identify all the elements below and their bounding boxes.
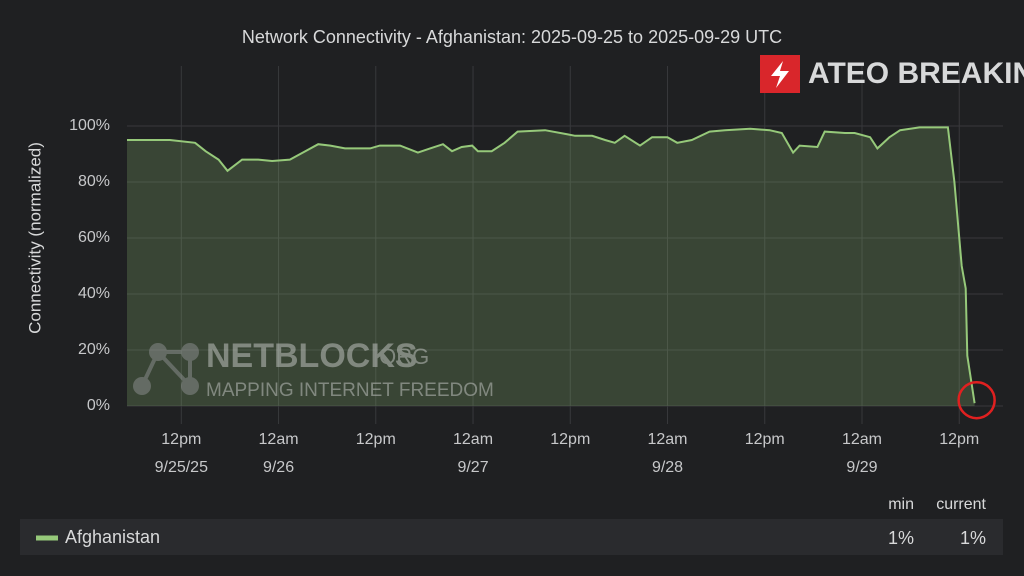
x-tick-label: 12pm <box>161 431 201 448</box>
badge-text: ATEO BREAKING <box>808 57 1024 90</box>
y-tick-label: 0% <box>87 397 110 414</box>
x-tick-label: 12am <box>647 431 687 448</box>
legend-header: min <box>888 496 914 513</box>
x-tick-label: 12am <box>453 431 493 448</box>
x-tick-label: 12pm <box>745 431 785 448</box>
watermark-tagline: MAPPING INTERNET FREEDOM <box>206 380 494 401</box>
y-tick-label: 40% <box>78 285 110 302</box>
legend-header: current <box>936 496 986 513</box>
logo-dot <box>133 377 151 395</box>
watermark: NETBLOCKS .ORG MAPPING INTERNET FREEDOM <box>133 337 494 401</box>
y-tick-label: 100% <box>69 117 110 134</box>
y-tick-label: 80% <box>78 173 110 190</box>
watermark-domain: .ORG <box>373 344 429 369</box>
legend-value: 1% <box>960 528 986 548</box>
line <box>127 126 976 404</box>
x-tick-label: 12am <box>259 431 299 448</box>
y-axis-label: Connectivity (normalized) <box>25 142 44 334</box>
logo-dot <box>181 343 199 361</box>
legend-value: 1% <box>888 528 914 548</box>
watermark-title: NETBLOCKS <box>206 337 418 375</box>
x-tick-label: 12pm <box>939 431 979 448</box>
area <box>127 127 975 407</box>
x-tick-sublabel: 9/28 <box>652 459 683 476</box>
highlight-circle <box>957 380 996 420</box>
grid <box>127 66 1003 424</box>
brand-badge: ATEO BREAKING <box>760 55 1024 93</box>
x-tick-sublabel: 9/25/25 <box>155 459 208 476</box>
badge-bolt <box>771 61 789 88</box>
chart-title: Network Connectivity - Afghanistan: 2025… <box>242 27 782 47</box>
logo-dot <box>149 343 167 361</box>
logo-dot <box>181 377 199 395</box>
x-tick-sublabel: 9/27 <box>457 459 488 476</box>
x-tick-sublabel: 9/26 <box>263 459 294 476</box>
legend-row <box>20 519 1003 555</box>
x-tick-label: 12pm <box>356 431 396 448</box>
logo-lines <box>140 350 192 388</box>
y-tick-label: 60% <box>78 229 110 246</box>
x-tick-label: 12pm <box>550 431 590 448</box>
y-tick-label: 20% <box>78 341 110 358</box>
legend-label: Afghanistan <box>65 527 160 547</box>
x-tick-label: 12am <box>842 431 882 448</box>
marks <box>127 126 996 420</box>
x-tick-sublabel: 9/29 <box>846 459 877 476</box>
